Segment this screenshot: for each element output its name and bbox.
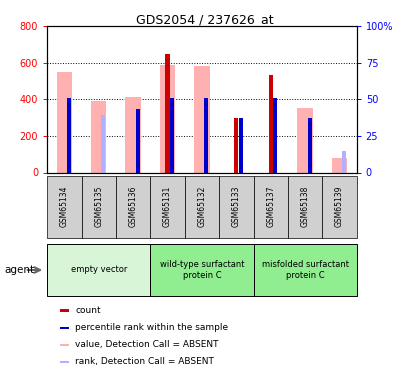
Text: rank, Detection Call = ABSENT: rank, Detection Call = ABSENT <box>75 357 213 366</box>
Bar <box>67 98 71 172</box>
Bar <box>135 108 139 172</box>
Bar <box>59 309 69 312</box>
Bar <box>234 118 238 172</box>
Text: GSM65138: GSM65138 <box>300 186 309 227</box>
Text: GSM65132: GSM65132 <box>197 186 206 227</box>
Bar <box>91 101 106 172</box>
Bar <box>101 115 105 172</box>
Bar <box>194 66 209 172</box>
Bar <box>238 118 242 172</box>
Bar <box>150 244 253 296</box>
Text: GSM65131: GSM65131 <box>163 186 172 227</box>
Bar <box>59 344 69 346</box>
Text: GSM65137: GSM65137 <box>265 186 274 227</box>
Text: agent: agent <box>4 265 34 275</box>
Bar <box>160 64 175 172</box>
Text: value, Detection Call = ABSENT: value, Detection Call = ABSENT <box>75 340 218 350</box>
Bar <box>150 176 184 238</box>
Text: wild-type surfactant
protein C: wild-type surfactant protein C <box>159 260 244 280</box>
Bar <box>272 98 276 172</box>
Bar <box>47 244 150 296</box>
Bar <box>268 75 272 172</box>
Bar <box>331 158 346 172</box>
Bar <box>204 98 208 172</box>
Text: count: count <box>75 306 100 315</box>
Bar <box>47 176 81 238</box>
Text: GSM65135: GSM65135 <box>94 186 103 227</box>
Bar <box>169 98 174 172</box>
Bar <box>116 176 150 238</box>
Text: GDS2054 / 237626_at: GDS2054 / 237626_at <box>136 13 273 26</box>
Bar <box>59 361 69 363</box>
Text: percentile rank within the sample: percentile rank within the sample <box>75 323 227 332</box>
Text: GSM65133: GSM65133 <box>231 186 240 227</box>
Text: GSM65136: GSM65136 <box>128 186 137 227</box>
Bar <box>297 108 312 172</box>
Bar <box>165 54 169 173</box>
Text: empty vector: empty vector <box>70 266 127 274</box>
Bar <box>81 176 116 238</box>
Text: GSM65139: GSM65139 <box>334 186 343 227</box>
Bar <box>253 244 356 296</box>
Bar <box>125 97 141 172</box>
Text: misfolded surfactant
protein C: misfolded surfactant protein C <box>261 260 348 280</box>
Text: GSM65134: GSM65134 <box>60 186 69 227</box>
Bar <box>341 150 345 172</box>
Bar <box>59 327 69 329</box>
Bar <box>307 118 311 172</box>
Bar <box>218 176 253 238</box>
Bar <box>184 176 218 238</box>
Bar <box>56 72 72 172</box>
Bar <box>287 176 321 238</box>
Bar <box>253 176 287 238</box>
Bar <box>321 176 356 238</box>
